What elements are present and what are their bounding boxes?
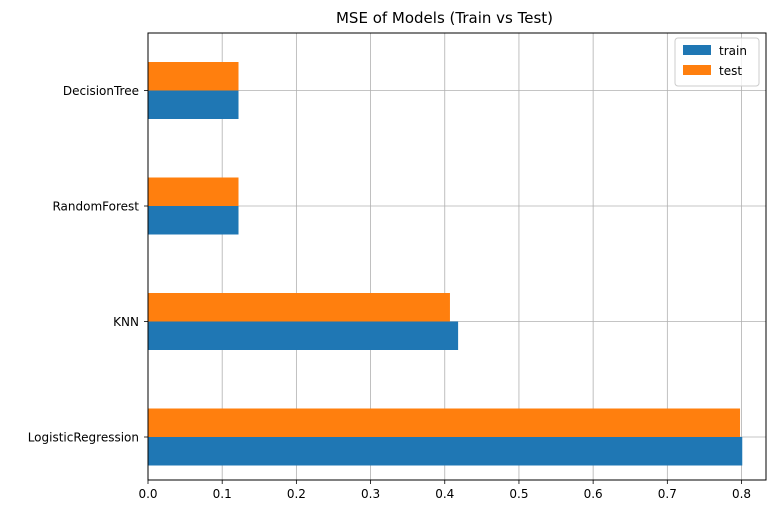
legend-swatch-test xyxy=(683,65,711,75)
legend-swatch-train xyxy=(683,45,711,55)
x-tick-label: 0.3 xyxy=(361,487,380,501)
bar-train xyxy=(148,321,459,350)
bar-test xyxy=(148,408,741,437)
x-tick-label: 0.5 xyxy=(509,487,528,501)
y-tick-label: DecisionTree xyxy=(63,84,139,98)
plot-frame xyxy=(147,32,767,481)
y-tick-label: KNN xyxy=(113,315,139,329)
x-tick-label: 0.7 xyxy=(658,487,677,501)
bar-test xyxy=(148,293,450,322)
y-tick-label: RandomForest xyxy=(52,200,139,214)
chart-title: MSE of Models (Train vs Test) xyxy=(336,9,553,27)
x-tick-label: 0.6 xyxy=(584,487,603,501)
y-tick-label: LogisticRegression xyxy=(28,431,139,445)
legend-label-train: train xyxy=(719,44,747,58)
legend-label-test: test xyxy=(719,64,742,78)
x-tick-label: 0.0 xyxy=(138,487,157,501)
bar-test xyxy=(148,177,239,206)
x-tick-label: 0.2 xyxy=(287,487,306,501)
legend: train test xyxy=(674,37,760,87)
bar-train xyxy=(148,437,743,466)
axis-ticks: 0.0 0.1 0.2 0.3 0.4 0.5 0.6 0.7 0.8 LogisticRegre… xyxy=(28,84,751,501)
x-tick-label: 0.1 xyxy=(213,487,232,501)
x-tick-label: 0.8 xyxy=(732,487,751,501)
x-tick-label: 0.4 xyxy=(435,487,454,501)
bar-test xyxy=(148,62,239,91)
bar-train xyxy=(148,206,239,235)
bars xyxy=(148,62,743,466)
bar-train xyxy=(148,90,239,119)
